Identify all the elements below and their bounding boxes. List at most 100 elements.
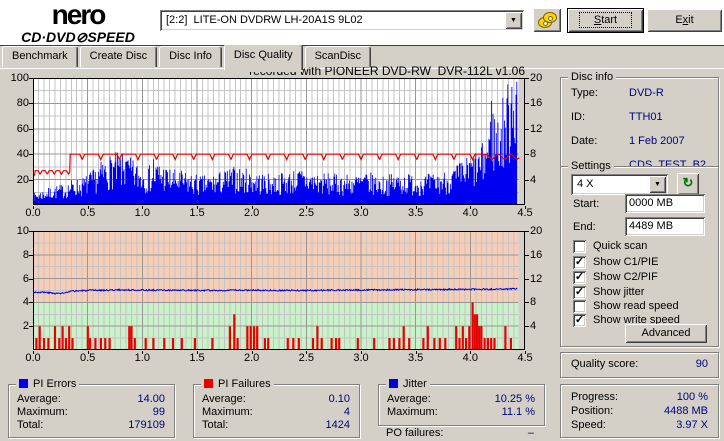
axis-tick-mark: [197, 351, 198, 354]
start-position-input[interactable]: 0000 MB: [625, 194, 705, 213]
start-button-label: Start: [578, 12, 633, 28]
axis-tick-mark: [29, 302, 33, 304]
axis-tick-label: 20: [16, 173, 29, 186]
axis-tick-mark: [306, 206, 308, 209]
tab-create-disc[interactable]: Create Disc: [79, 46, 158, 67]
axis-tick-label: 0.0: [25, 352, 41, 364]
advanced-button[interactable]: Advanced: [625, 324, 707, 343]
show-read-speed-checkbox[interactable]: [573, 300, 586, 313]
disc-eject-button[interactable]: [533, 8, 561, 32]
quick-scan-checkbox[interactable]: [573, 240, 586, 253]
axis-tick-label: 2.5: [298, 207, 314, 219]
axis-tick-mark: [29, 326, 33, 328]
axis-tick-label: 10: [16, 225, 29, 237]
axis-tick-mark: [470, 206, 472, 209]
settings-title: Settings: [568, 160, 614, 172]
axis-tick-label: 0.5: [80, 352, 96, 364]
axis-tick-label: 100: [10, 72, 29, 84]
axis-tick-label: 3.5: [408, 207, 424, 219]
quality-score-label: Quality score:: [571, 358, 639, 370]
axis-tick-mark: [29, 254, 33, 256]
progress-box: Progress: 100 % Position: 4488 MB Speed: 3.…: [560, 384, 719, 438]
exit-button-label: Exit: [675, 14, 694, 26]
axis-tick-label: 1.0: [134, 207, 150, 219]
tab-scandisc[interactable]: ScanDisc: [304, 46, 372, 67]
axis-tick-label: 4.5: [517, 207, 533, 219]
tab-disc-info[interactable]: Disc Info: [159, 46, 222, 67]
axis-tick-label: 4.0: [462, 207, 478, 219]
drive-select[interactable]: [2:2] LITE-ON DVDRW LH-20A1S 9L02 ▼: [160, 10, 524, 31]
axis-tick-label: 8: [530, 148, 537, 161]
app-logo: nero CD·DVD⊘SPEED: [8, 0, 148, 45]
axis-tick-mark: [142, 351, 144, 354]
axis-tick-label: 2.5: [298, 352, 314, 364]
axis-tick-label: 2: [22, 320, 29, 333]
exit-button[interactable]: Exit: [647, 9, 722, 32]
axis-tick-mark: [470, 351, 472, 354]
start-button[interactable]: Start: [568, 9, 643, 32]
axis-tick-label: 4.0: [462, 352, 478, 364]
pi-failures-legend-swatch: [204, 379, 213, 388]
axis-tick-label: 20: [530, 225, 543, 237]
axis-tick-label: 20: [530, 72, 543, 84]
scan-speed-value: 4 X: [573, 176, 666, 193]
axis-tick-label: 40: [16, 148, 29, 161]
jitter-legend-swatch: [389, 379, 398, 388]
show-c2-pif-checkbox[interactable]: ✓: [573, 271, 586, 284]
jitter-stats-box: Jitter Average: 10.25 % Maximum: 11.1 %: [378, 378, 545, 426]
drive-select-arrow-icon[interactable]: ▼: [505, 12, 522, 29]
settings-group: Settings 4 X ▼ ↻ Start: 0000 MB End: 448…: [560, 160, 719, 347]
axis-tick-label: 0.5: [80, 207, 96, 219]
axis-tick-mark: [29, 278, 33, 280]
pi-errors-stats-title: PI Errors: [16, 378, 80, 390]
axis-tick-mark: [29, 231, 33, 232]
chart-title: recorded with PIONEER DVD-RW DVR-112L v1…: [249, 64, 525, 78]
top-toolbar: nero CD·DVD⊘SPEED [2:2] LITE-ON DVDRW LH…: [0, 0, 724, 46]
axis-tick-mark: [306, 351, 308, 354]
pi-errors-stats-box: PI Errors Average: 14.00 Maximum: 99 Total…: [8, 378, 175, 438]
scan-speed-select[interactable]: 4 X ▼: [571, 174, 668, 195]
po-failures-row: PO failures: –: [386, 427, 534, 439]
axis-tick-label: 1.5: [189, 352, 205, 364]
axis-tick-mark: [525, 302, 529, 304]
axis-tick-mark: [29, 128, 33, 130]
scan-speed-arrow-icon[interactable]: ▼: [649, 176, 666, 193]
refresh-icon: ↻: [682, 175, 694, 190]
axis-tick-label: 2.0: [244, 352, 260, 364]
axis-tick-label: 16: [530, 248, 543, 261]
axis-tick-label: 4.5: [517, 352, 533, 364]
disc-stack-icon: [543, 12, 557, 23]
axis-tick-mark: [525, 154, 529, 156]
axis-tick-mark: [142, 206, 144, 209]
end-position-input[interactable]: 4489 MB: [625, 217, 705, 236]
axis-tick-mark: [29, 78, 33, 79]
axis-tick-mark: [251, 351, 253, 354]
axis-tick-mark: [525, 103, 529, 105]
axis-tick-label: 0.0: [25, 207, 41, 219]
axis-tick-mark: [87, 351, 89, 354]
refresh-button[interactable]: ↻: [677, 173, 699, 195]
axis-tick-mark: [29, 179, 33, 181]
axis-tick-label: 8: [530, 296, 537, 309]
tab-benchmark[interactable]: Benchmark: [2, 46, 78, 67]
drive-select-value: [2:2] LITE-ON DVDRW LH-20A1S 9L02: [162, 12, 522, 29]
axis-tick-mark: [29, 154, 33, 156]
axis-tick-mark: [525, 78, 529, 79]
disc-info-title: Disc info: [568, 71, 617, 83]
logo-nero-text: nero: [51, 0, 107, 30]
axis-tick-label: 80: [16, 97, 29, 110]
axis-tick-label: 4: [530, 173, 537, 186]
jitter-stats-title: Jitter: [386, 378, 430, 390]
pi-errors-legend-swatch: [19, 379, 28, 388]
axis-tick-label: 6: [22, 272, 29, 285]
tab-strip: Benchmark Create Disc Disc Info Disc Qua…: [0, 44, 724, 70]
pi-failures-stats-title: PI Failures: [201, 378, 274, 390]
tab-disc-quality[interactable]: Disc Quality: [223, 44, 303, 70]
show-jitter-checkbox[interactable]: ✓: [573, 286, 586, 299]
axis-tick-label: 4: [22, 296, 29, 309]
show-c1-pie-checkbox[interactable]: ✓: [573, 256, 586, 269]
axis-tick-mark: [415, 206, 417, 209]
axis-tick-mark: [525, 278, 529, 280]
show-write-speed-checkbox[interactable]: ✓: [573, 314, 586, 327]
